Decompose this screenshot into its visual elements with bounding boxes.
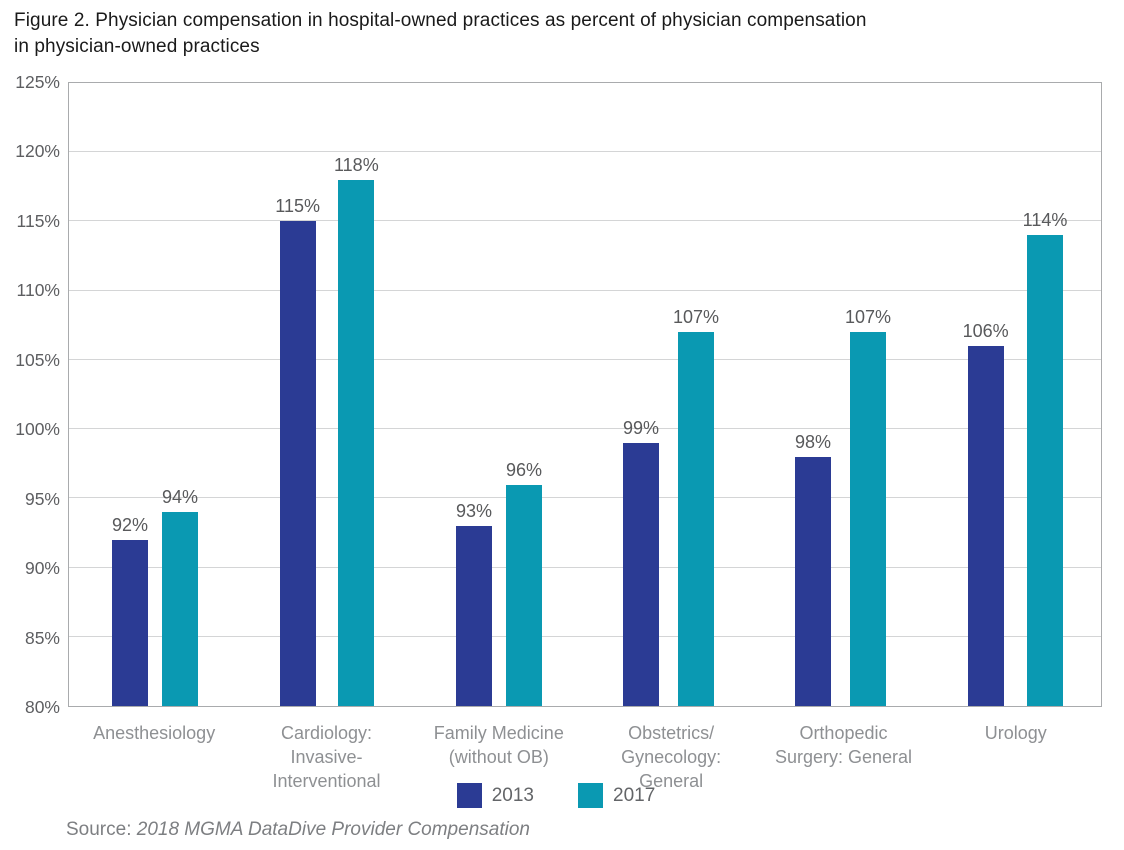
bar-group: 98% 107% [757, 83, 929, 706]
bar-column: 107% [845, 83, 891, 706]
bars-layer: 92% 94% 115% 118% 93% 96% 99% 107% 98% 107% 106% 11… [69, 83, 1101, 706]
bar-2013 [455, 526, 492, 706]
bar-group: 115% 118% [241, 83, 413, 706]
bar-2013 [794, 456, 831, 706]
legend-item: 2013 [456, 783, 534, 808]
bar-2017 [1027, 235, 1064, 706]
bar-value-label: 99% [622, 417, 659, 438]
y-tick-label: 105% [15, 349, 60, 370]
gridline [69, 220, 1101, 222]
legend-item: 2017 [578, 783, 655, 808]
bar-2017 [850, 332, 886, 706]
bar-column: 114% [1022, 83, 1068, 706]
bar-2017 [162, 512, 199, 706]
bar-column: 94% [162, 83, 198, 706]
bar-group: 99% 107% [585, 83, 757, 706]
gridline [69, 428, 1101, 430]
gridline [69, 151, 1101, 153]
bar-column: 107% [673, 83, 719, 706]
bar-column: 118% [334, 83, 379, 706]
bar-value-label: 93% [455, 501, 492, 522]
bar-column: 93% [456, 83, 492, 706]
y-tick-label: 85% [24, 627, 60, 648]
legend-label: 2013 [491, 784, 534, 806]
y-tick-label: 110% [16, 280, 60, 301]
bar-2013 [622, 442, 659, 706]
source-line: Source: 2018 MGMA DataDive Provider Comp… [66, 819, 530, 841]
bar-value-label: 115% [275, 196, 320, 217]
y-tick-label: 90% [24, 558, 60, 579]
legend-swatch [578, 783, 603, 808]
gridline [69, 358, 1101, 360]
bar-column: 115% [275, 83, 320, 706]
y-tick-label: 100% [15, 419, 60, 440]
bar-value-label: 92% [111, 514, 148, 535]
category-label: Cardiology: Invasive-Interventional [272, 723, 381, 791]
bar-2017 [678, 332, 714, 706]
figure-title: Figure 2. Physician compensation in hosp… [14, 10, 867, 57]
category-label: Orthopedic Surgery: General [774, 723, 913, 767]
gridline [69, 289, 1101, 291]
bar-value-label: 96% [506, 459, 543, 480]
y-tick-label: 115% [16, 210, 60, 231]
source-text: 2018 MGMA DataDive Provider Compensation [136, 819, 530, 840]
bar-column: 92% [112, 83, 148, 706]
category-label: Family Medicine (without OB) [433, 723, 564, 767]
legend-swatch [456, 783, 482, 808]
gridline [69, 635, 1101, 637]
y-tick-label: 95% [24, 488, 60, 509]
bar-group: 106% 114% [929, 83, 1101, 706]
bar-value-label: 118% [334, 154, 379, 175]
bar-value-label: 107% [672, 307, 720, 328]
bar-2013 [967, 346, 1004, 706]
y-axis: 80% 85% 90% 95% 100% 105% 110% 115% 120% 125% [0, 72, 60, 717]
bar-group: 92% 94% [69, 83, 241, 706]
gridline [69, 497, 1101, 499]
y-tick-label: 125% [15, 72, 60, 92]
bar-value-label: 114% [1022, 210, 1068, 231]
bar-2017 [338, 179, 375, 706]
y-tick-label: 80% [24, 697, 60, 717]
category-label: Urology [984, 723, 1047, 743]
category-label: Anesthesiology [93, 723, 216, 743]
bar-value-label: 94% [162, 487, 199, 508]
bar-column: 106% [963, 83, 1009, 706]
category-label: Obstetrics/ Gynecology: General [621, 723, 722, 791]
legend: 2013 2017 [0, 783, 1112, 808]
plot-area: 92% 94% 115% 118% 93% 96% 99% 107% 98% 107% 106% 11… [68, 82, 1102, 707]
legend-label: 2017 [613, 784, 656, 806]
bar-group: 93% 96% [413, 83, 585, 706]
bar-value-label: 106% [962, 321, 1009, 342]
bar-2013 [111, 539, 148, 706]
bar-value-label: 107% [844, 307, 892, 328]
y-tick-label: 120% [15, 141, 60, 162]
gridline [69, 566, 1101, 568]
bar-column: 98% [795, 83, 831, 706]
bar-column: 96% [506, 83, 542, 706]
bar-value-label: 98% [794, 431, 831, 452]
source-prefix: Source: [66, 819, 132, 840]
category-axis: Anesthesiology Cardiology: Invasive-Inter… [68, 721, 1102, 793]
bar-column: 99% [623, 83, 659, 706]
bar-2017 [506, 484, 543, 706]
bar-2013 [279, 221, 316, 706]
